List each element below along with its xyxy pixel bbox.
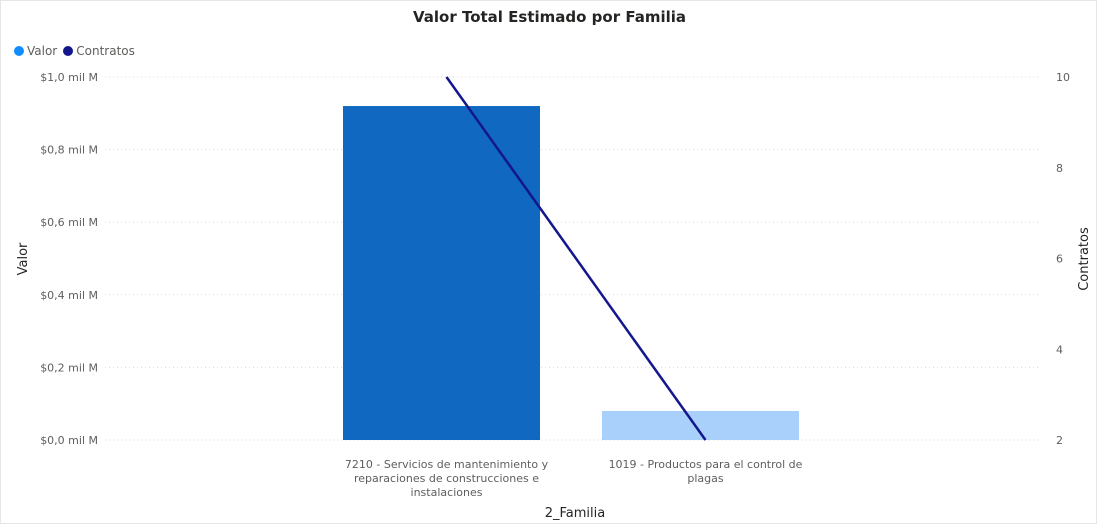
y-tick-label: $0,0 mil M [40, 434, 98, 447]
y2-tick-label: 6 [1056, 253, 1063, 266]
y2-tick-label: 8 [1056, 162, 1063, 175]
y-tick-label: $0,4 mil M [40, 289, 98, 302]
y2-tick-label: 4 [1056, 343, 1063, 356]
legend-item-valor[interactable]: Valor [14, 44, 57, 58]
x-tick-label: 7210 - Servicios de mantenimiento y [345, 458, 549, 471]
y2-axis-title: Contratos [1077, 227, 1092, 291]
bar-valor [343, 106, 540, 440]
x-tick-label: plagas [687, 472, 724, 485]
y-tick-label: $0,6 mil M [40, 216, 98, 229]
legend: Valor Contratos [14, 44, 141, 58]
legend-marker-valor [14, 46, 24, 56]
line-contratos [445, 76, 707, 441]
x-tick-label: reparaciones de construcciones e [354, 472, 539, 485]
y-axis-title: Valor [16, 242, 31, 275]
legend-label-contratos: Contratos [76, 44, 135, 58]
chart-title: Valor Total Estimado por Familia [412, 8, 686, 26]
legend-label-valor: Valor [27, 44, 58, 58]
legend-item-contratos[interactable]: Contratos [63, 44, 135, 58]
y-tick-label: $1,0 mil M [40, 71, 98, 84]
y2-tick-label: 2 [1056, 434, 1063, 447]
x-tick-label: 1019 - Productos para el control de [609, 458, 803, 471]
x-axis-title: 2_Familia [545, 506, 606, 521]
x-tick-label: instalaciones [411, 486, 483, 499]
bar-valor [602, 410, 799, 440]
legend-marker-contratos [63, 46, 74, 56]
y2-tick-label: 10 [1056, 71, 1070, 84]
y-tick-label: $0,8 mil M [40, 144, 98, 157]
y-tick-label: $0,2 mil M [40, 361, 98, 374]
